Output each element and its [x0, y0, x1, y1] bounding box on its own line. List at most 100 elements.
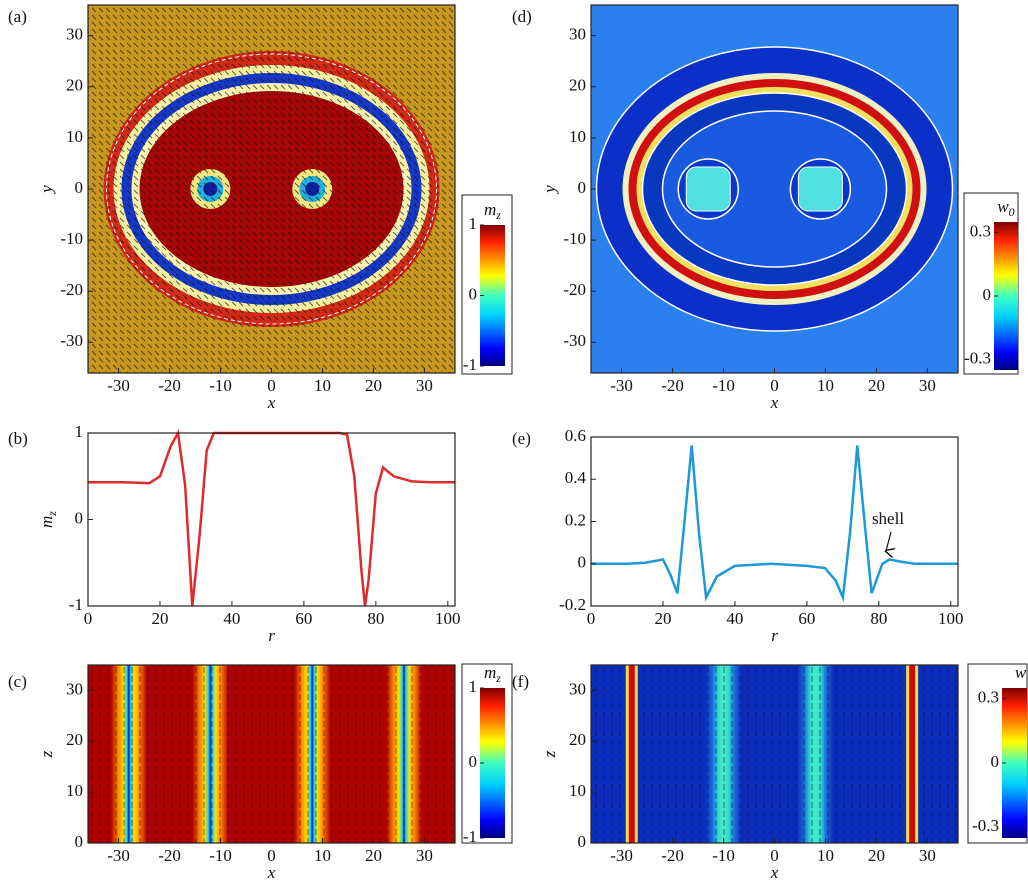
- colorbar-label-main: w: [1015, 663, 1027, 682]
- y-tick-label: 30: [569, 679, 586, 698]
- line: [591, 445, 958, 603]
- y-tick-label: -20: [60, 280, 83, 299]
- x-tick-label: 20: [365, 846, 382, 865]
- x-tick-label: 10: [314, 846, 331, 865]
- colorbar: [480, 225, 505, 366]
- y-tick-label: 30: [66, 25, 83, 44]
- y-axis-label-main: m: [37, 516, 56, 528]
- y-tick-label: 20: [569, 730, 586, 749]
- y-tick-label: -30: [563, 331, 586, 350]
- contour: [106, 53, 437, 325]
- panel-label: (a): [8, 7, 27, 26]
- annotation-arrow: [886, 531, 891, 551]
- panel-label: (c): [8, 672, 27, 691]
- x-tick-label: 100: [938, 609, 964, 628]
- y-axis-label-main: z: [540, 750, 559, 758]
- y-tick-label: -10: [563, 229, 586, 248]
- y-tick-label: 0: [75, 178, 84, 197]
- y-tick-label: 10: [66, 781, 83, 800]
- panel-label: (f): [512, 672, 529, 691]
- y-axis-label-main: y: [540, 185, 559, 195]
- y-tick-label: -1: [69, 595, 83, 614]
- y-tick-label: 20: [66, 76, 83, 95]
- x-tick-label: 60: [798, 609, 815, 628]
- axes-frame: [87, 432, 456, 607]
- x-tick-label: 30: [919, 376, 936, 395]
- y-tick-label: 30: [569, 25, 586, 44]
- panel-label: (e): [512, 429, 531, 448]
- x-tick-label: 10: [314, 376, 331, 395]
- colorbar-tick-label: -1: [463, 827, 477, 846]
- colorbar-tick-label: 0: [469, 284, 478, 303]
- x-tick-label: 80: [367, 609, 384, 628]
- x-tick-label: 20: [868, 376, 885, 395]
- x-tick-label: 60: [295, 609, 312, 628]
- colorbar: [1002, 688, 1027, 838]
- y-tick-label: 0.4: [565, 468, 587, 487]
- y-tick-label: 10: [66, 127, 83, 146]
- x-tick-label: 40: [223, 609, 240, 628]
- x-tick-label: -30: [610, 846, 633, 865]
- red-stripe-core: [909, 665, 916, 843]
- y-tick-label: 20: [66, 730, 83, 749]
- x-tick-label: 20: [151, 609, 168, 628]
- heatmap: [591, 665, 958, 843]
- arrows: [88, 5, 455, 373]
- colorbar-tick-label: 0: [991, 752, 1000, 771]
- y-tick-label: -20: [563, 280, 586, 299]
- colorbar-tick-label: 0: [983, 285, 992, 304]
- y-axis-label-main: y: [37, 185, 56, 195]
- colorbar-label-main: w: [997, 197, 1009, 216]
- x-tick-label: 30: [416, 846, 433, 865]
- y-tick-label: -10: [60, 229, 83, 248]
- colorbar-label: mz: [484, 200, 501, 222]
- x-axis-label: x: [770, 393, 779, 412]
- panel-label: (b): [8, 429, 28, 448]
- x-tick-label: -20: [158, 376, 181, 395]
- x-axis-label: r: [771, 626, 778, 645]
- x-tick-label: -20: [158, 846, 181, 865]
- arrows: [88, 665, 455, 843]
- panel-label: (d): [512, 7, 532, 26]
- y-tick-label: 0: [578, 553, 587, 572]
- y-tick-label: -0.2: [559, 595, 586, 614]
- y-axis-label: y: [37, 185, 56, 195]
- colorbar-label: w: [1015, 663, 1027, 682]
- heatmap: [88, 5, 455, 373]
- y-axis-label: z: [37, 750, 56, 758]
- colorbar-label-sub: z: [495, 208, 501, 222]
- y-tick-label: 0: [578, 832, 587, 851]
- x-tick-label: -10: [209, 376, 232, 395]
- x-axis-label: x: [770, 863, 779, 882]
- y-axis-label-sub: z: [45, 511, 59, 517]
- x-tick-label: 40: [726, 609, 743, 628]
- colorbar-tick-label: 1: [469, 677, 478, 696]
- colorbar-tick-label: 0.3: [970, 221, 991, 240]
- x-axis-label: x: [267, 863, 276, 882]
- core: [661, 110, 888, 268]
- heatmap: [88, 665, 455, 843]
- x-tick-label: 30: [919, 846, 936, 865]
- y-axis-label: mz: [37, 511, 59, 528]
- x-tick-label: 80: [870, 609, 887, 628]
- y-axis-label: y: [540, 185, 559, 195]
- y-tick-label: -30: [60, 331, 83, 350]
- x-tick-label: 0: [267, 376, 276, 395]
- x-tick-label: 100: [435, 609, 461, 628]
- y-axis-label-main: z: [37, 750, 56, 758]
- y-tick-label: 10: [569, 127, 586, 146]
- x-tick-label: 10: [817, 846, 834, 865]
- y-tick-label: 0: [75, 832, 84, 851]
- colorbar-tick-label: -0.3: [972, 816, 999, 835]
- colorbar-tick-label: 0: [469, 752, 478, 771]
- x-tick-label: 20: [654, 609, 671, 628]
- annotation: shell: [872, 509, 904, 528]
- line: [88, 429, 455, 607]
- x-tick-label: -30: [107, 376, 130, 395]
- x-tick-label: -10: [209, 846, 232, 865]
- colorbar-tick-label: -1: [463, 355, 477, 374]
- x-tick-label: -10: [712, 846, 735, 865]
- x-tick-label: -30: [610, 376, 633, 395]
- colorbar-tick-label: -0.3: [964, 348, 991, 367]
